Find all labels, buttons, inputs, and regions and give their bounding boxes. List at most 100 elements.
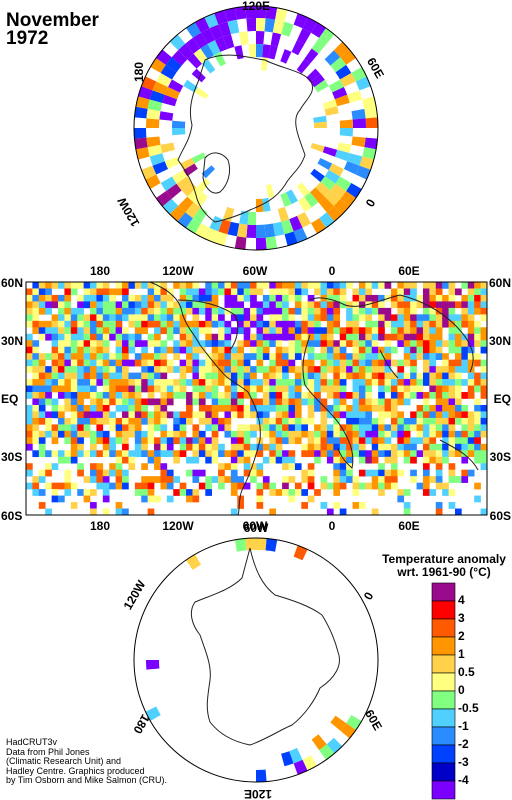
anomaly-cell [288,450,296,458]
anomaly-cell [218,463,225,470]
anomaly-cell [109,385,116,393]
anomaly-cell [301,307,309,315]
anomaly-cell [339,463,347,470]
anomaly-cell [141,385,148,393]
title-year: 1972 [6,28,49,49]
anomaly-cell [352,346,360,354]
anomaly-cell [365,469,373,477]
anomaly-cell [230,314,238,322]
anomaly-cell [122,404,129,412]
anomaly-cell [211,301,219,309]
anomaly-cell [134,392,142,399]
anomaly-cell [179,288,187,296]
anomaly-cell [346,333,353,341]
anomaly-cell [256,340,264,348]
anomaly-cell [64,301,72,309]
anomaly-cell [179,437,187,445]
anomaly-cell [474,456,481,464]
anomaly-cell [90,294,97,302]
anomaly-cell [109,366,116,373]
anomaly-cell [38,379,46,386]
anomaly-cell [147,379,155,386]
anomaly-cell [422,353,430,360]
anomaly-cell [275,314,283,322]
anomaly-cell [378,392,385,399]
anomaly-cell [96,340,104,348]
anomaly-cell [179,366,187,373]
anomaly-cell [70,450,78,458]
anomaly-cell [154,424,161,432]
anomaly-cell [198,392,206,399]
anomaly-cell [352,288,360,296]
map-lon-bottom-60w: 60W [243,519,268,533]
anomaly-cell [378,379,385,386]
polar-anomaly-cell [218,21,231,37]
anomaly-cell [134,443,142,451]
anomaly-cell [141,379,148,386]
anomaly-cell [371,424,379,432]
polar-anomaly-cell [191,152,206,164]
anomaly-cell [38,288,46,296]
anomaly-cell [474,398,481,406]
anomaly-cell [173,456,180,464]
anomaly-cell [134,450,142,458]
anomaly-cell [262,456,270,464]
anomaly-cell [58,379,65,386]
polar-anomaly-cell [315,182,331,197]
anomaly-cell [250,366,257,373]
anomaly-cell [275,443,283,451]
anomaly-cell [275,372,283,380]
anomaly-cell [173,430,180,438]
anomaly-cell [205,411,212,419]
anomaly-cell [275,489,283,496]
anomaly-cell [90,398,97,406]
anomaly-cell [51,353,59,360]
map-lat-left-30n: 30N [1,334,23,348]
anomaly-cell [160,372,168,380]
anomaly-cell [45,398,52,406]
anomaly-cell [218,340,225,348]
anomaly-cell [96,346,104,354]
anomaly-cell [90,314,97,322]
anomaly-cell [326,314,334,322]
anomaly-cell [416,417,424,425]
anomaly-cell [64,456,72,464]
anomaly-cell [384,346,392,354]
anomaly-cell [38,307,46,315]
anomaly-cell [38,282,46,289]
anomaly-cell [256,366,264,373]
anomaly-cell [326,437,334,445]
anomaly-cell [435,450,443,458]
anomaly-cell [141,340,148,348]
polar-anomaly-cell [256,769,267,782]
anomaly-cell [448,430,456,438]
anomaly-cell [128,398,136,406]
anomaly-cell [474,359,481,367]
map-lat-right-60n: 60N [489,276,511,290]
anomaly-cell [397,307,405,315]
anomaly-cell [237,392,244,399]
anomaly-cell [51,495,59,503]
anomaly-cell [474,411,481,419]
anomaly-cell [224,463,232,470]
anomaly-cell [122,301,129,309]
anomaly-cell [128,282,136,289]
anomaly-cell [397,314,405,322]
anomaly-cell [461,340,469,348]
anomaly-cell [262,398,270,406]
anomaly-cell [269,482,277,490]
polar-anomaly-cell [239,31,249,46]
anomaly-cell [32,327,40,335]
anomaly-cell [288,430,296,438]
anomaly-cell [96,482,104,490]
anomaly-cell [358,392,366,399]
anomaly-cell [173,476,180,483]
north-label-180: 180 [132,62,146,82]
anomaly-cell [333,346,341,354]
anomaly-cell [192,327,200,335]
map-lon-bottom-180: 180 [90,519,110,533]
anomaly-cell [192,301,200,309]
anomaly-cell [90,366,97,373]
anomaly-cell [333,430,341,438]
polar-anomaly-cell [324,170,340,184]
